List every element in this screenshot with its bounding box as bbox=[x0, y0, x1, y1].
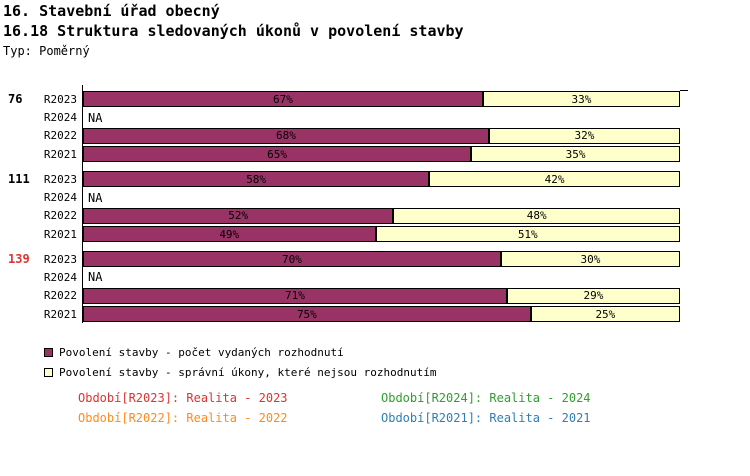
top-right-tick bbox=[680, 90, 688, 91]
bar-row: R2022 71% 29% bbox=[0, 287, 750, 305]
row-period-label: R2022 bbox=[43, 129, 77, 143]
row-period-label: R2024 bbox=[43, 270, 77, 284]
bar-segment-decisions: 65% bbox=[83, 146, 472, 163]
stacked-bar: 71% 29% bbox=[83, 287, 680, 304]
page-subtitle: 16.18 Struktura sledovaných úkonů v povo… bbox=[3, 22, 464, 40]
row-period-label: R2022 bbox=[43, 209, 77, 223]
bar-row: R2022 68% 32% bbox=[0, 127, 750, 145]
bar-row: R2022 52% 48% bbox=[0, 207, 750, 225]
na-value-label: NA bbox=[88, 110, 103, 125]
row-period-label: R2022 bbox=[43, 289, 77, 303]
bar-segment-decisions: 58% bbox=[83, 171, 430, 188]
bar-row: R2021 75% 25% bbox=[0, 305, 750, 323]
period-label: Období[R2024]: Realita - 2024 bbox=[381, 391, 591, 405]
na-value-label: NA bbox=[88, 270, 103, 285]
stacked-bar: 67% 33% bbox=[83, 91, 680, 108]
bar-group: 139 R2023 70% 30% R2024 NA R2022 71% 29% R2021 75%… bbox=[0, 250, 750, 324]
stacked-bar: 75% 25% bbox=[83, 306, 680, 323]
row-period-label: R2024 bbox=[43, 111, 77, 125]
chart-legend: Povolení stavby - počet vydaných rozhodn… bbox=[44, 342, 437, 382]
bar-segment-decisions: 52% bbox=[83, 207, 394, 224]
bar-segment-other-acts: 25% bbox=[530, 306, 680, 323]
row-period-label: R2021 bbox=[43, 227, 77, 241]
bar-row: R2024 NA bbox=[0, 188, 750, 206]
bar-segment-decisions: 67% bbox=[83, 91, 483, 108]
bar-segment-other-acts: 33% bbox=[482, 91, 680, 108]
period-label: Období[R2022]: Realita - 2022 bbox=[78, 411, 288, 425]
chart-type-label: Typ: Poměrný bbox=[3, 44, 90, 58]
row-period-label: R2021 bbox=[43, 307, 77, 321]
bar-row: R2021 65% 35% bbox=[0, 145, 750, 163]
period-footer: Období[R2023]: Realita - 2023 Období[R202… bbox=[78, 391, 591, 425]
group-total-label: 139 bbox=[8, 252, 30, 267]
bar-segment-other-acts: 29% bbox=[506, 287, 680, 304]
bar-segment-decisions: 68% bbox=[83, 127, 489, 144]
bar-segment-other-acts: 51% bbox=[375, 226, 680, 243]
bar-segment-decisions: 71% bbox=[83, 287, 507, 304]
bar-segment-other-acts: 42% bbox=[429, 171, 680, 188]
stacked-bar: 58% 42% bbox=[83, 171, 680, 188]
legend-swatch bbox=[44, 367, 53, 377]
row-period-label: R2024 bbox=[43, 191, 77, 205]
period-label: Období[R2021]: Realita - 2021 bbox=[381, 411, 591, 425]
legend-label: Povolení stavby - počet vydaných rozhodn… bbox=[59, 345, 344, 359]
row-period-label: R2023 bbox=[43, 92, 77, 106]
bar-row: R2023 70% 30% bbox=[0, 250, 750, 268]
legend-swatch bbox=[44, 347, 53, 357]
legend-label: Povolení stavby - správní úkony, které n… bbox=[59, 365, 437, 379]
bar-groups: 76 R2023 67% 33% R2024 NA R2022 68% 32% R2021 65% 3… bbox=[0, 90, 750, 330]
na-value-label: NA bbox=[88, 190, 103, 205]
bar-row: R2023 67% 33% bbox=[0, 90, 750, 108]
bar-segment-other-acts: 32% bbox=[488, 127, 680, 144]
group-total-label: 111 bbox=[8, 172, 30, 187]
legend-item: Povolení stavby - správní úkony, které n… bbox=[44, 362, 437, 382]
bar-group: 111 R2023 58% 42% R2024 NA R2022 52% 48% R2021 49%… bbox=[0, 170, 750, 244]
bar-segment-decisions: 70% bbox=[83, 251, 501, 268]
row-period-label: R2021 bbox=[43, 147, 77, 161]
page-title: 16. Stavební úřad obecný bbox=[3, 2, 220, 20]
bar-group: 76 R2023 67% 33% R2024 NA R2022 68% 32% R2021 65% 3… bbox=[0, 90, 750, 164]
legend-item: Povolení stavby - počet vydaných rozhodn… bbox=[44, 342, 437, 362]
bar-segment-decisions: 49% bbox=[83, 226, 376, 243]
bar-segment-other-acts: 35% bbox=[471, 146, 680, 163]
bar-segment-other-acts: 30% bbox=[500, 251, 680, 268]
bar-segment-decisions: 75% bbox=[83, 306, 531, 323]
stacked-bar: 52% 48% bbox=[83, 207, 680, 224]
row-period-label: R2023 bbox=[43, 172, 77, 186]
bar-chart: 76 R2023 67% 33% R2024 NA R2022 68% 32% R2021 65% 3… bbox=[0, 85, 750, 325]
stacked-bar: 68% 32% bbox=[83, 127, 680, 144]
stacked-bar: 70% 30% bbox=[83, 251, 680, 268]
y-axis-line bbox=[82, 85, 83, 323]
group-total-label: 76 bbox=[8, 92, 23, 107]
bar-row: R2024 NA bbox=[0, 268, 750, 286]
bar-row: R2021 49% 51% bbox=[0, 225, 750, 243]
stacked-bar: 65% 35% bbox=[83, 146, 680, 163]
bar-row: R2023 58% 42% bbox=[0, 170, 750, 188]
stacked-bar: 49% 51% bbox=[83, 226, 680, 243]
bar-segment-other-acts: 48% bbox=[393, 207, 680, 224]
period-label: Období[R2023]: Realita - 2023 bbox=[78, 391, 288, 405]
bar-row: R2024 NA bbox=[0, 108, 750, 126]
row-period-label: R2023 bbox=[43, 252, 77, 266]
